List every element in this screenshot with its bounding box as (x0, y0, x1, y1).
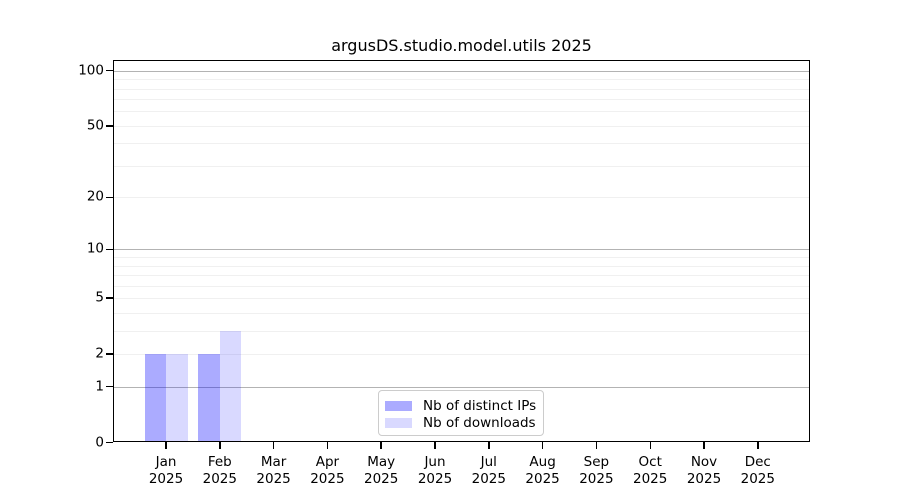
gridline-minor (114, 88, 809, 90)
x-tick-year: 2025 (525, 471, 560, 487)
gridline-minor (114, 312, 809, 314)
y-tick-label: 0 (95, 433, 104, 450)
plot-frame (113, 60, 810, 442)
x-tick-year: 2025 (148, 471, 184, 487)
y-tick-label: 2 (95, 345, 104, 362)
bar-downloads-1 (219, 330, 242, 442)
legend-box: Nb of distinct IPs Nb of downloads (378, 390, 544, 436)
y-tick-mark (106, 353, 113, 355)
gridline-minor (114, 298, 809, 300)
gridline-minor (114, 330, 809, 332)
x-tick-mark (757, 442, 759, 449)
legend-label-distinct-ips: Nb of distinct IPs (423, 397, 537, 414)
x-tick-year: 2025 (686, 471, 722, 487)
y-tick-label: 10 (86, 240, 104, 257)
x-tick-mark (219, 442, 221, 449)
x-tick-mark (595, 442, 598, 449)
legend-row-downloads: Nb of downloads (385, 414, 536, 431)
x-tick-label: Oct 2025 (610, 454, 690, 488)
x-tick-month: Mar (260, 454, 287, 470)
gridline-minor (114, 275, 809, 276)
gridline-minor (114, 265, 809, 267)
x-tick-label: Mar 2025 (234, 454, 314, 488)
legend-swatch-distinct-ips (385, 400, 412, 411)
y-tick-mark (106, 248, 113, 251)
y-tick-label: 50 (86, 116, 104, 133)
chart-title: argusDS.studio.model.utils 2025 (331, 36, 592, 55)
x-tick-mark (272, 442, 275, 449)
y-tick-label: 1 (95, 377, 104, 394)
gridline-minor (114, 79, 809, 81)
bar-distinct-ips-0 (144, 354, 166, 442)
y-tick-mark (106, 125, 113, 127)
x-tick-month: Dec (744, 454, 771, 470)
legend-swatch-downloads (385, 417, 412, 428)
x-tick-label: Aug 2025 (503, 454, 583, 488)
x-tick-mark (165, 442, 167, 449)
gridline-minor (114, 285, 809, 287)
x-tick-month: Apr (315, 454, 340, 470)
x-tick-year: 2025 (310, 471, 345, 487)
y-tick-label: 100 (78, 61, 104, 78)
x-tick-mark (541, 442, 544, 449)
x-tick-mark (703, 442, 705, 449)
x-tick-month: Nov (690, 454, 718, 470)
x-tick-month: Jul (480, 454, 497, 470)
x-tick-label: Sep 2025 (556, 454, 636, 488)
gridline-minor (114, 143, 809, 145)
x-tick-label: Jan 2025 (126, 454, 206, 488)
gridline-minor (114, 257, 809, 258)
x-tick-month: Jun (424, 454, 446, 470)
x-tick-label: Dec 2025 (718, 454, 798, 488)
gridline-minor (114, 99, 809, 101)
x-tick-month: Jan (155, 454, 177, 470)
y-tick-mark (106, 69, 113, 72)
x-tick-label: Nov 2025 (664, 454, 744, 488)
x-tick-year: 2025 (471, 471, 506, 487)
x-tick-mark (488, 442, 490, 449)
x-tick-month: Aug (529, 454, 556, 470)
gridline-minor (114, 111, 809, 113)
x-tick-year: 2025 (364, 471, 399, 487)
x-tick-month: Oct (638, 454, 662, 470)
x-tick-month: May (367, 454, 396, 470)
gridline-major (114, 249, 809, 251)
gridline-major (114, 70, 809, 72)
x-tick-year: 2025 (633, 471, 668, 487)
legend-row-distinct-ips: Nb of distinct IPs (385, 397, 537, 414)
y-tick-label: 20 (86, 188, 104, 205)
y-tick-label: 5 (95, 289, 104, 306)
x-tick-mark (434, 442, 436, 449)
gridline-minor (114, 125, 809, 127)
x-tick-label: Jul 2025 (449, 454, 529, 488)
y-tick-mark (106, 297, 113, 299)
x-tick-year: 2025 (740, 471, 775, 487)
x-tick-mark (649, 442, 651, 449)
gridline-minor (114, 197, 809, 199)
x-tick-label: Apr 2025 (287, 454, 367, 488)
x-tick-label: Jun 2025 (395, 454, 475, 488)
gridline-major (114, 386, 809, 388)
legend-label-downloads: Nb of downloads (423, 414, 536, 431)
x-tick-mark (326, 442, 329, 449)
x-tick-year: 2025 (202, 471, 237, 487)
gridline-minor (114, 354, 809, 355)
y-tick-mark (106, 385, 113, 388)
y-tick-mark (106, 196, 113, 198)
x-tick-mark (380, 442, 382, 449)
x-tick-month: Feb (207, 454, 232, 470)
x-tick-label: May 2025 (341, 454, 421, 488)
x-tick-label: Feb 2025 (180, 454, 260, 488)
y-tick-mark (106, 441, 113, 444)
bar-distinct-ips-1 (198, 354, 220, 442)
x-tick-year: 2025 (579, 471, 614, 487)
x-tick-year: 2025 (256, 471, 291, 487)
x-tick-year: 2025 (417, 471, 453, 487)
x-tick-month: Sep (583, 454, 610, 470)
bar-downloads-0 (166, 354, 188, 442)
gridline-minor (114, 165, 809, 167)
